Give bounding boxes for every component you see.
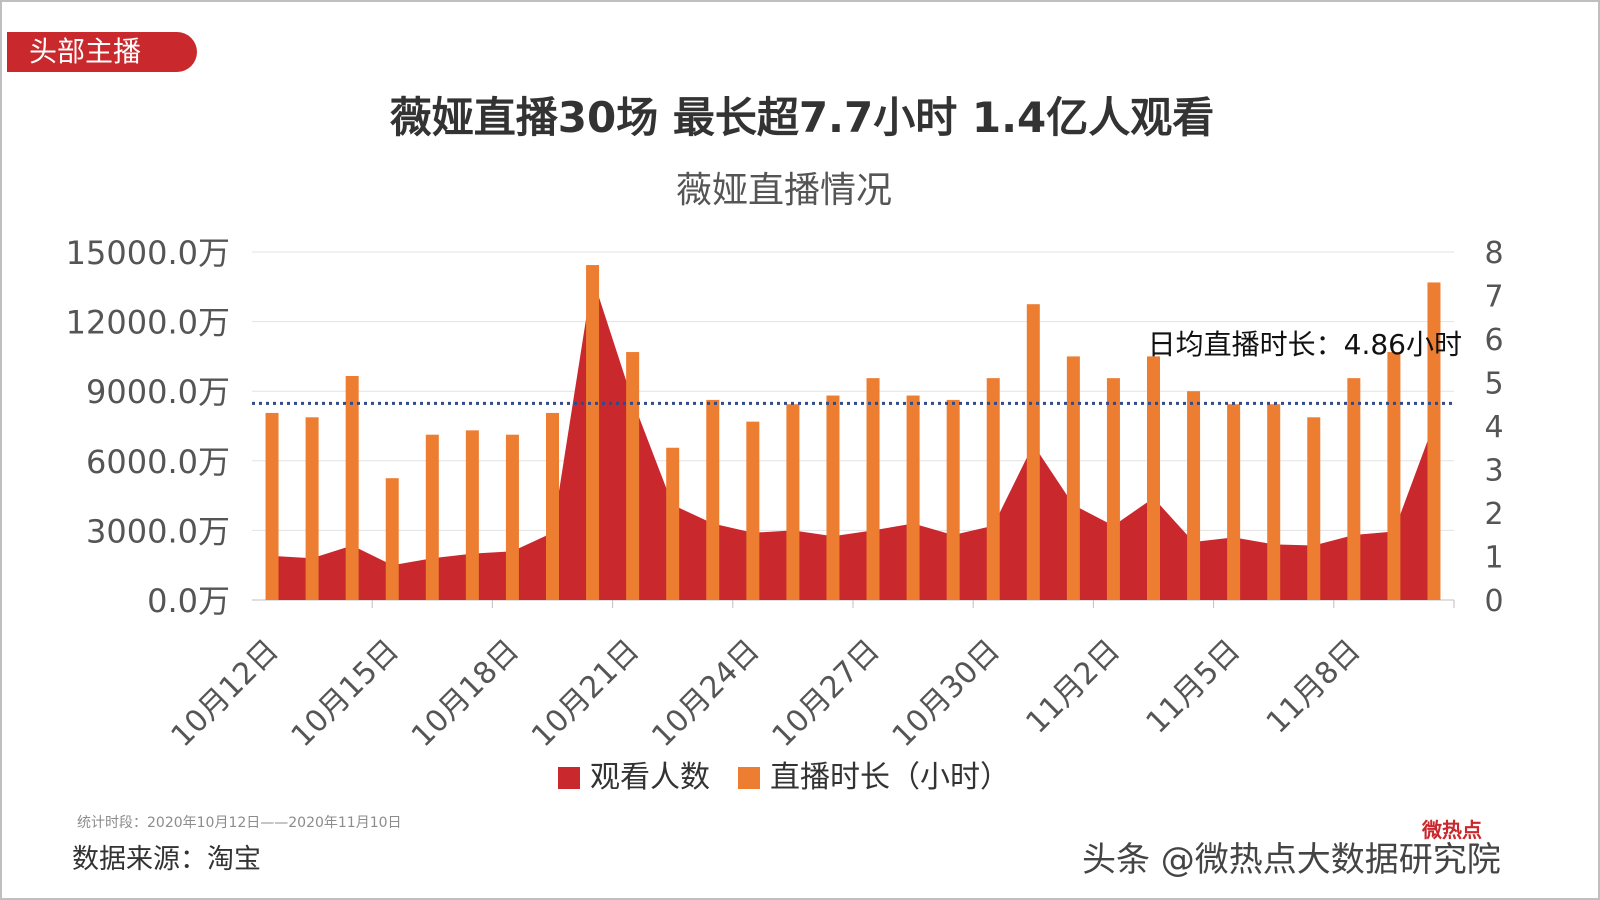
x-axis-tick-label: 10月21日 bbox=[525, 633, 646, 754]
duration-bar bbox=[1066, 356, 1080, 600]
duration-bar bbox=[1026, 304, 1040, 600]
duration-bar bbox=[1267, 404, 1281, 600]
x-axis-tick-label: 10月24日 bbox=[645, 633, 766, 754]
viewers-area bbox=[272, 277, 1434, 600]
category-tag-label: 头部主播 bbox=[29, 35, 142, 68]
x-axis-tick-label: 10月27日 bbox=[765, 633, 886, 754]
statistics-period: 统计时段：2020年10月12日——2020年11月10日 bbox=[77, 815, 402, 831]
duration-bar bbox=[1387, 352, 1401, 600]
duration-bar bbox=[626, 352, 640, 600]
right-axis-tick-label: 5 bbox=[1484, 367, 1503, 402]
x-axis-tick-label: 10月18日 bbox=[405, 633, 526, 754]
watermark: 头条 @微热点大数据研究院 bbox=[1082, 840, 1501, 880]
right-axis-tick-label: 3 bbox=[1484, 454, 1503, 489]
right-axis-ticks: 0 1 2 3 4 5 6 7 8 bbox=[1484, 236, 1503, 619]
average-line-layer: 日均直播时长：4.86小时 bbox=[252, 328, 1462, 405]
category-tag: 头部主播 bbox=[7, 32, 197, 72]
right-axis-tick-label: 0 bbox=[1484, 584, 1503, 619]
x-axis-tick-label: 10月12日 bbox=[164, 633, 285, 754]
x-axis-tick-label: 10月30日 bbox=[886, 633, 1007, 754]
duration-bar bbox=[986, 378, 1000, 600]
viewers-area-layer bbox=[272, 277, 1434, 600]
right-axis-tick-label: 8 bbox=[1484, 236, 1503, 271]
duration-bar bbox=[1307, 417, 1321, 600]
x-axis-tick-label: 10月15日 bbox=[285, 633, 406, 754]
legend-swatch-duration bbox=[738, 767, 760, 789]
average-line-label: 日均直播时长：4.86小时 bbox=[1148, 328, 1462, 361]
duration-bar bbox=[786, 404, 800, 600]
duration-bar bbox=[826, 395, 840, 600]
duration-bar bbox=[1187, 391, 1201, 600]
x-axis-tick-label: 11月8日 bbox=[1260, 633, 1368, 741]
duration-bar bbox=[425, 434, 439, 600]
left-axis-ticks: 0.0万 3000.0万 6000.0万 9000.0万 12000.0万 15000.0… bbox=[66, 234, 230, 620]
duration-bar bbox=[505, 434, 519, 600]
data-source: 数据来源：淘宝 bbox=[72, 844, 261, 875]
duration-bar bbox=[1427, 282, 1441, 600]
x-axis-tick-label: 11月5日 bbox=[1140, 633, 1248, 741]
left-axis-tick-label: 6000.0万 bbox=[86, 443, 230, 481]
x-axis-tick-label: 11月2日 bbox=[1019, 633, 1127, 741]
duration-bar-layer bbox=[265, 265, 1441, 600]
duration-bar bbox=[866, 378, 880, 600]
duration-bar bbox=[1227, 404, 1241, 600]
watermark-logo: 微热点 bbox=[1422, 818, 1482, 842]
right-axis-tick-label: 1 bbox=[1484, 541, 1503, 576]
duration-bar bbox=[385, 478, 399, 600]
left-axis-tick-label: 15000.0万 bbox=[66, 234, 230, 272]
legend: 观看人数 直播时长（小时） bbox=[558, 760, 1010, 795]
duration-bar bbox=[906, 395, 920, 600]
legend-label-duration: 直播时长（小时） bbox=[770, 760, 1010, 795]
chart: 薇娅直播情况 日均直播时长：4.86小时 0.0万 3000.0万 6000.0万 9… bbox=[66, 170, 1504, 795]
left-axis-tick-label: 3000.0万 bbox=[86, 512, 230, 550]
headline: 薇娅直播30场 最长超7.7小时 1.4亿人观看 bbox=[389, 93, 1215, 142]
right-axis-tick-label: 2 bbox=[1484, 497, 1503, 532]
duration-bar bbox=[265, 412, 279, 600]
duration-bar bbox=[666, 447, 680, 600]
duration-bar bbox=[465, 430, 479, 600]
duration-bar bbox=[586, 265, 600, 600]
left-axis-tick-label: 0.0万 bbox=[147, 582, 230, 620]
x-axis-ticks: 10月12日 10月15日 10月18日 10月21日 10月24日 10月27日 10月3… bbox=[164, 600, 1455, 754]
duration-bar bbox=[1147, 356, 1160, 600]
right-axis-tick-label: 4 bbox=[1484, 410, 1503, 445]
chart-title: 薇娅直播情况 bbox=[676, 170, 892, 211]
duration-bar bbox=[305, 417, 319, 600]
duration-bar bbox=[546, 412, 559, 600]
duration-bar bbox=[1347, 378, 1361, 600]
left-axis-tick-label: 12000.0万 bbox=[66, 304, 230, 342]
legend-swatch-viewers bbox=[558, 767, 580, 789]
duration-bar bbox=[1106, 378, 1120, 600]
legend-label-viewers: 观看人数 bbox=[590, 760, 710, 795]
right-axis-tick-label: 7 bbox=[1484, 280, 1503, 315]
left-axis-tick-label: 9000.0万 bbox=[86, 373, 230, 411]
duration-bar bbox=[345, 375, 359, 600]
duration-bar bbox=[746, 421, 760, 600]
right-axis-tick-label: 6 bbox=[1484, 323, 1503, 358]
duration-bar bbox=[706, 399, 720, 600]
duration-bar bbox=[946, 399, 960, 600]
